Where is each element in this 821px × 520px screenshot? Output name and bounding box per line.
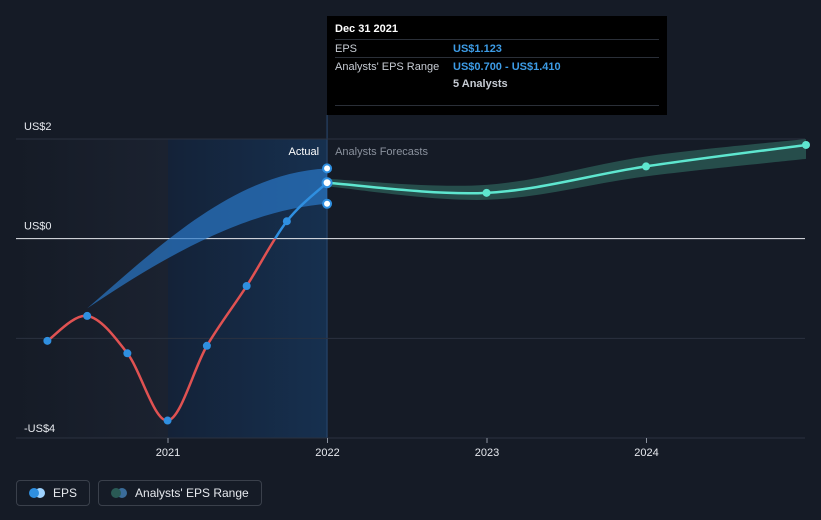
- y-tick-label: -US$4: [24, 423, 55, 435]
- forecast-point[interactable]: [802, 140, 810, 149]
- tooltip-date: Dec 31 2021: [335, 23, 398, 35]
- tooltip-range-label: Analysts' EPS Range: [335, 60, 440, 73]
- tooltip-row-range: Analysts' EPS Range US$0.700 - US$1.410: [335, 57, 659, 75]
- y-tick-label: US$2: [24, 121, 52, 133]
- eps-forecast-line: [326, 143, 807, 195]
- legend-eps-label: EPS: [53, 486, 78, 500]
- tooltip-eps-value: US$1.123: [453, 42, 502, 55]
- x-tick-label: 2022: [315, 447, 339, 459]
- legend: EPS Analysts' EPS Range: [16, 480, 262, 506]
- range-legend-dot-light: [117, 488, 128, 498]
- eps-line-positive: [273, 181, 328, 239]
- tooltip-eps-label: EPS: [335, 42, 358, 55]
- eps-point[interactable]: [282, 217, 291, 226]
- eps-legend-icon: [29, 488, 45, 498]
- eps-legend-dot-light: [35, 488, 45, 498]
- eps-line-negative: [46, 238, 277, 422]
- tooltip-range-value: US$0.700 - US$1.410: [453, 60, 561, 73]
- eps-point[interactable]: [123, 349, 132, 358]
- eps-point[interactable]: [163, 416, 172, 425]
- eps-point[interactable]: [321, 177, 333, 189]
- tooltip-analysts-count: 5 Analysts: [453, 77, 508, 90]
- forecast-point[interactable]: [642, 162, 651, 171]
- tooltip-row-analysts: 5 Analysts: [335, 75, 659, 92]
- x-tick-label: 2023: [475, 447, 499, 459]
- forecast-point[interactable]: [482, 188, 491, 197]
- forecast-region-label: Analysts Forecasts: [335, 146, 428, 158]
- actual-region-label: Actual: [288, 146, 319, 158]
- tooltip-divider: [335, 105, 659, 106]
- eps-legend-dot: [29, 488, 39, 498]
- legend-eps-button[interactable]: EPS: [16, 480, 91, 506]
- y-tick-label: US$0: [24, 221, 52, 233]
- analyst-range-past-band: [87, 168, 328, 309]
- tooltip-row-eps: EPS US$1.123: [335, 39, 659, 57]
- x-tick-label: 2021: [156, 447, 180, 459]
- x-tick-label: 2024: [634, 447, 658, 459]
- eps-point[interactable]: [202, 341, 211, 350]
- tooltip: Dec 31 2021 EPS US$1.123 Analysts' EPS R…: [327, 16, 667, 115]
- analyst-range-forecast-band: [327, 139, 806, 200]
- eps-point[interactable]: [242, 282, 251, 291]
- legend-range-label: Analysts' EPS Range: [135, 486, 249, 500]
- eps-point[interactable]: [83, 311, 92, 320]
- range-legend-dot: [111, 488, 122, 498]
- legend-range-button[interactable]: Analysts' EPS Range: [98, 480, 262, 506]
- past-period-shading: [16, 139, 168, 438]
- range-low-point[interactable]: [322, 198, 333, 209]
- eps-point[interactable]: [43, 336, 52, 345]
- range-high-point[interactable]: [322, 163, 333, 174]
- range-legend-icon: [111, 488, 128, 498]
